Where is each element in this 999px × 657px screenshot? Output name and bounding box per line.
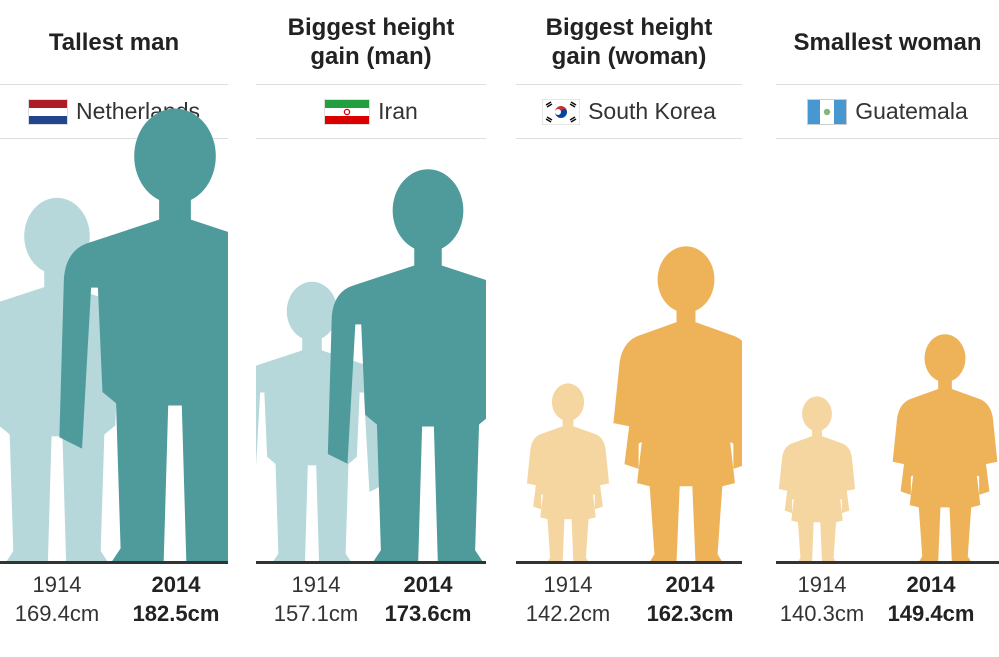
woman-silhouette-1914 [778, 396, 856, 562]
panel-title: Biggest height gain (woman) [545, 14, 713, 70]
height-value-label: 162.3cm [646, 601, 734, 626]
country-row: South Korea [516, 85, 742, 138]
height-value-label: 173.6cm [384, 601, 472, 626]
panel-title: Biggest height gain (man) [287, 14, 455, 70]
height-value-label: 140.3cm [779, 601, 865, 626]
guatemala-flag-icon [807, 98, 848, 125]
man-silhouette-2014 [59, 108, 228, 562]
height-value-label: 157.1cm [273, 601, 359, 626]
year-label: 1914 [291, 572, 341, 597]
south-korea-flag-icon [542, 98, 581, 125]
panel-smallest-woman: Smallest woman Guatemala 1914 140.3cm 20… [776, 0, 999, 657]
divider [776, 84, 999, 85]
label-1914: 1914 157.1cm [256, 570, 376, 628]
iran-flag-icon [324, 98, 371, 125]
panel-title: Smallest woman [793, 28, 982, 56]
year-label: 2014 [665, 572, 715, 597]
label-2014: 2014 149.4cm [871, 570, 991, 628]
country-name: South Korea [588, 98, 716, 124]
panel-biggest-gain-woman: Biggest height gain (woman) South Korea [516, 0, 742, 657]
figures [256, 169, 486, 562]
woman-silhouette-2014 [892, 334, 998, 562]
divider [776, 138, 999, 139]
country-name: Guatemala [855, 98, 968, 124]
divider [0, 138, 228, 139]
divider [516, 84, 742, 85]
woman-silhouette-1914 [526, 383, 610, 562]
height-value-label: 149.4cm [887, 601, 975, 626]
year-label: 1914 [32, 572, 82, 597]
panel-biggest-gain-man: Biggest height gain (man) Iran 1914 157.… [256, 0, 486, 657]
year-label: 1914 [543, 572, 593, 597]
country-row: Guatemala [776, 85, 999, 138]
label-1914: 1914 142.2cm [508, 570, 628, 628]
divider [0, 84, 228, 85]
country-row: Iran [256, 85, 486, 138]
man-silhouette-2014 [327, 169, 486, 562]
baseline [256, 561, 486, 564]
year-label: 2014 [403, 572, 453, 597]
netherlands-flag-icon [27, 98, 68, 125]
figures [778, 334, 998, 562]
panel-title: Tallest man [48, 28, 180, 56]
baseline [776, 561, 999, 564]
height-value-label: 182.5cm [132, 601, 220, 626]
label-1914: 1914 140.3cm [762, 570, 882, 628]
year-label: 2014 [906, 572, 956, 597]
year-label: 1914 [797, 572, 847, 597]
woman-silhouette-2014 [613, 246, 742, 562]
divider [516, 138, 742, 139]
country-name: Iran [378, 98, 418, 124]
label-1914: 1914 169.4cm [0, 570, 117, 628]
label-2014: 2014 173.6cm [368, 570, 488, 628]
label-2014: 2014 162.3cm [630, 570, 750, 628]
man-silhouette-1914 [256, 281, 384, 562]
height-value-label: 142.2cm [525, 601, 611, 626]
label-2014: 2014 182.5cm [116, 570, 236, 628]
panel-tallest-man: Tallest man Netherlands 1914 169.4cm 201… [0, 0, 228, 657]
divider [256, 84, 486, 85]
divider [256, 138, 486, 139]
baseline [0, 561, 228, 564]
figures [526, 246, 742, 562]
year-label: 2014 [151, 572, 201, 597]
baseline [516, 561, 742, 564]
height-value-label: 169.4cm [14, 601, 100, 626]
figures [0, 108, 228, 562]
